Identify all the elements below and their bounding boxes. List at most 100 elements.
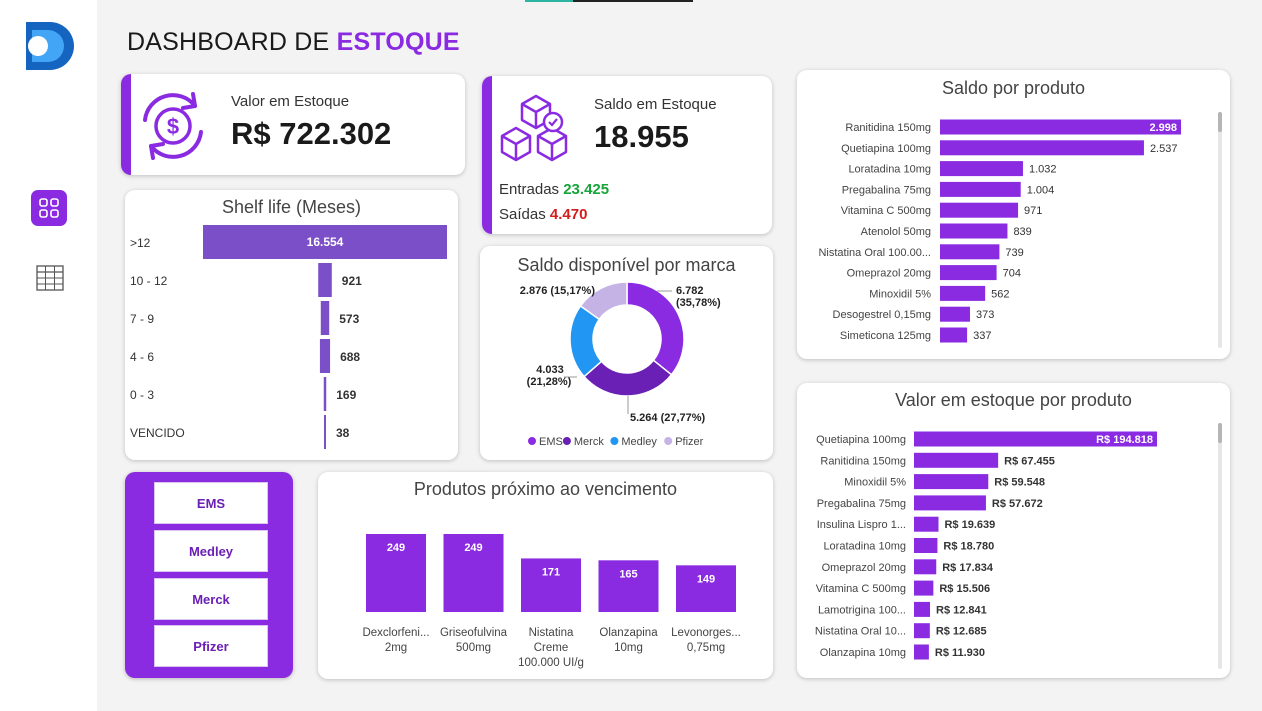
legend-label: Pfizer bbox=[675, 436, 703, 448]
title-accent: ESTOQUE bbox=[336, 28, 460, 56]
product-bar[interactable] bbox=[940, 161, 1023, 177]
product-data-label: 337 bbox=[973, 330, 991, 342]
product-bar[interactable] bbox=[914, 474, 989, 490]
shelf-bar[interactable] bbox=[323, 377, 327, 411]
shelf-bar[interactable] bbox=[203, 225, 447, 259]
vencimento-category-label: 2mg bbox=[385, 642, 407, 654]
product-bar[interactable] bbox=[940, 265, 997, 281]
product-data-label: 2.998 bbox=[1149, 122, 1177, 134]
vencimento-data-label: 249 bbox=[387, 542, 405, 554]
product-bar[interactable] bbox=[914, 601, 931, 617]
product-bar[interactable] bbox=[914, 516, 939, 532]
product-data-label: R$ 17.834 bbox=[942, 562, 994, 574]
vencimento-data-label: 149 bbox=[697, 573, 715, 585]
entradas-text: Entradas 23.425 bbox=[499, 181, 609, 198]
product-bar[interactable] bbox=[940, 202, 1019, 218]
brand-donut-title: Saldo disponível por marca bbox=[517, 255, 736, 275]
donut-slice[interactable] bbox=[626, 281, 685, 376]
shelf-life-title: Shelf life (Meses) bbox=[221, 197, 362, 217]
saidas-value: 4.470 bbox=[549, 206, 588, 223]
valor-produto-chart[interactable]: Quetiapina 100mg R$ 194.818 Ranitidina 150… bbox=[797, 383, 1230, 678]
vencimento-chart[interactable]: 249 Dexclorfeni... 2mg 249 Griseofulvina 500m… bbox=[318, 472, 773, 679]
donut-slice[interactable] bbox=[579, 281, 628, 321]
shelf-bar[interactable] bbox=[324, 415, 326, 449]
legend-marker bbox=[610, 437, 619, 445]
shelf-data-label: 38 bbox=[336, 426, 350, 440]
product-data-label: R$ 18.780 bbox=[943, 541, 994, 553]
product-bar[interactable] bbox=[940, 181, 1021, 197]
shelf-bar[interactable] bbox=[319, 339, 331, 373]
product-bar[interactable] bbox=[940, 223, 1008, 239]
product-category-label: Minoxidil 5% bbox=[869, 288, 931, 300]
vencimento-bar[interactable] bbox=[521, 558, 581, 612]
product-category-label: Quetiapina 100mg bbox=[816, 434, 906, 446]
product-bar[interactable] bbox=[914, 644, 929, 660]
product-data-label: 373 bbox=[976, 309, 994, 321]
valor-produto-card: Valor em estoque por produto Quetiapina … bbox=[797, 383, 1230, 678]
top-tab-indicator-dark bbox=[573, 0, 693, 2]
product-data-label: 839 bbox=[1013, 226, 1031, 238]
saldo-scrollbar[interactable] bbox=[1218, 112, 1222, 348]
valor-scrollbar[interactable] bbox=[1218, 423, 1222, 669]
saidas-label: Saídas bbox=[499, 206, 546, 223]
vencimento-bar[interactable] bbox=[443, 534, 504, 612]
brand-donut-card: Saldo disponível por marca 6.782 (35,78%)… bbox=[480, 246, 773, 460]
vencimento-bar[interactable] bbox=[366, 534, 426, 612]
table-icon[interactable] bbox=[36, 265, 64, 291]
vencimento-bar[interactable] bbox=[598, 560, 659, 612]
vencimento-title: Produtos próximo ao vencimento bbox=[413, 479, 678, 499]
nav-dashboard-button[interactable] bbox=[31, 190, 67, 226]
product-category-label: Vitamina C 500mg bbox=[816, 583, 906, 595]
product-bar[interactable] bbox=[940, 140, 1144, 156]
product-bar[interactable] bbox=[914, 623, 930, 639]
product-data-label: 1.032 bbox=[1029, 164, 1057, 176]
saldo-produto-chart[interactable]: Ranitidina 150mg 2.998 Quetiapina 100mg 2.5… bbox=[797, 70, 1230, 359]
valor-scroll-thumb[interactable] bbox=[1218, 423, 1222, 443]
product-category-label: Minoxidil 5% bbox=[844, 477, 906, 489]
product-data-label: R$ 59.548 bbox=[994, 477, 1045, 489]
product-category-label: Nistatina Oral 10... bbox=[815, 626, 906, 638]
product-category-label: Nistatina Oral 100.00... bbox=[818, 247, 931, 259]
legend-label: Merck bbox=[574, 436, 604, 448]
shelf-bar[interactable] bbox=[318, 263, 332, 297]
legend-label: EMS bbox=[539, 436, 563, 448]
donut-data-label: 5.264 (27,77%) bbox=[630, 412, 706, 424]
shelf-bar[interactable] bbox=[320, 301, 330, 335]
product-bar[interactable] bbox=[940, 244, 1000, 260]
donut-data-label-pct: (21,28%) bbox=[527, 376, 572, 388]
product-bar[interactable] bbox=[914, 538, 938, 553]
product-data-label: 704 bbox=[1003, 268, 1021, 280]
slicer-option-merck[interactable]: Merck bbox=[154, 578, 268, 620]
dashboard-grid-icon bbox=[39, 198, 59, 218]
product-category-label: Olanzapina 10mg bbox=[820, 647, 906, 659]
product-category-label: Insulina Lispro 1... bbox=[817, 519, 906, 531]
slicer-option-ems[interactable]: EMS bbox=[154, 482, 268, 524]
product-bar[interactable] bbox=[914, 452, 999, 468]
shelf-category-label: 4 - 6 bbox=[130, 350, 154, 364]
shelf-category-label: VENCIDO bbox=[130, 426, 185, 440]
product-data-label: 1.004 bbox=[1027, 184, 1055, 196]
vencimento-bar[interactable] bbox=[676, 565, 736, 612]
product-bar[interactable] bbox=[914, 431, 1157, 447]
product-bar[interactable] bbox=[914, 559, 937, 575]
slicer-option-pfizer[interactable]: Pfizer bbox=[154, 625, 268, 667]
saldo-scroll-thumb[interactable] bbox=[1218, 112, 1222, 132]
product-bar[interactable] bbox=[940, 327, 968, 343]
product-data-label: R$ 11.930 bbox=[935, 647, 985, 659]
donut-data-label: 2.876 (15,17%) bbox=[520, 285, 596, 297]
brand-donut-chart[interactable]: 6.782(35,78%) 5.264 (27,77%) 4.033(21,28%)… bbox=[480, 246, 773, 460]
product-data-label: R$ 12.841 bbox=[936, 604, 987, 616]
product-bar[interactable] bbox=[940, 306, 970, 322]
product-category-label: Loratadina 10mg bbox=[823, 541, 906, 553]
product-category-label: Omeprazol 20mg bbox=[822, 562, 906, 574]
sidebar bbox=[0, 0, 97, 711]
vencimento-category-label: 0,75mg bbox=[687, 642, 725, 654]
vencimento-category-label: Olanzapina bbox=[599, 627, 658, 639]
shelf-life-chart[interactable]: >12 16.554 10 - 12 921 7 - 9 573 4 - 6 688 0 - 3… bbox=[125, 190, 458, 460]
product-bar[interactable] bbox=[940, 285, 986, 301]
product-bar[interactable] bbox=[914, 580, 934, 596]
product-bar[interactable] bbox=[914, 495, 986, 511]
product-bar[interactable] bbox=[940, 119, 1181, 135]
slicer-option-medley[interactable]: Medley bbox=[154, 530, 268, 572]
product-data-label: R$ 15.506 bbox=[939, 583, 990, 595]
